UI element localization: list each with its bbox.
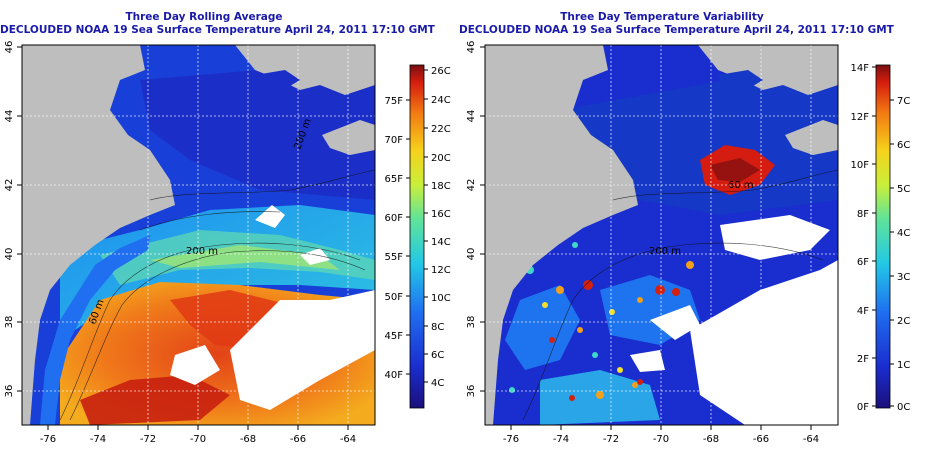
left-cb-f-label: 65F: [385, 174, 404, 185]
left-lon-axis: -76 -74 -72 -70 -68 -66 -64: [40, 425, 356, 445]
left-lat-tick: 46: [4, 41, 15, 54]
right-lat-tick: 40: [466, 248, 477, 261]
right-cb-c-label: 3C: [897, 272, 910, 283]
left-lat-axis: 46 44 42 40 38 36: [4, 41, 22, 398]
left-lon-tick: -72: [140, 434, 156, 445]
right-cb-c-label: 7C: [897, 96, 910, 107]
left-cb-f-label: 55F: [385, 252, 404, 263]
right-cb-f-label: 2F: [857, 354, 869, 365]
left-lat-tick: 44: [4, 110, 15, 123]
right-lat-tick: 38: [466, 316, 477, 329]
left-cb-c-label: 26C: [431, 66, 451, 77]
right-cb-c-label: 2C: [897, 316, 910, 327]
left-map-title: Three Day Rolling Average DECLOUDED NOAA…: [0, 11, 435, 37]
left-lon-tick: -70: [190, 434, 206, 445]
right-map: 200 m 60 m: [485, 45, 838, 425]
right-cb-f-label: 10F: [851, 160, 870, 171]
right-lon-tick: -64: [803, 434, 819, 445]
left-cb-c-label: 12C: [431, 265, 451, 276]
right-cb-c-label: 6C: [897, 140, 910, 151]
left-cb-f-label: 40F: [385, 370, 404, 381]
left-cb-c-label: 20C: [431, 153, 451, 164]
left-lon-tick: -74: [90, 434, 106, 445]
right-cb-c-label: 4C: [897, 228, 910, 239]
left-lon-tick: -64: [340, 434, 356, 445]
right-title-line2: DECLOUDED NOAA 19 Sea Surface Temperatur…: [459, 24, 894, 36]
right-map-title: Three Day Temperature Variability DECLOU…: [459, 11, 894, 37]
left-cb-c-label: 4C: [431, 378, 444, 389]
left-cb-c-label: 10C: [431, 293, 451, 304]
left-cb-f-label: 75F: [385, 96, 404, 107]
right-contour-label-2: 60 m: [728, 180, 754, 191]
left-cb-c-label: 16C: [431, 209, 451, 220]
right-lon-tick: -68: [703, 434, 719, 445]
right-lon-tick: -72: [603, 434, 619, 445]
left-lon-tick: -68: [240, 434, 256, 445]
right-title-line1: Three Day Temperature Variability: [560, 11, 764, 23]
left-cb-c-label: 8C: [431, 322, 444, 333]
left-lat-tick: 38: [4, 316, 15, 329]
left-lat-tick: 36: [4, 385, 15, 398]
right-lat-tick: 42: [466, 179, 477, 192]
right-cb-f-label: 14F: [851, 63, 870, 74]
left-cb-f-label: 45F: [385, 331, 404, 342]
right-lon-tick: -66: [753, 434, 769, 445]
right-cb-c-label: 0C: [897, 402, 910, 413]
right-lon-tick: -76: [503, 434, 519, 445]
left-lat-tick: 40: [4, 248, 15, 261]
left-cb-c-label: 6C: [431, 350, 444, 361]
right-lon-axis: -76 -74 -72 -70 -68 -66 -64: [503, 425, 819, 445]
right-cb-f-label: 0F: [857, 402, 869, 413]
right-cb-c-label: 5C: [897, 184, 910, 195]
right-lat-tick: 46: [466, 41, 477, 54]
right-cb-c-label: 1C: [897, 360, 910, 371]
right-colorbar: 14F 12F 10F 8F 6F 4F 2F 0F 7C 6C 5C 4C 3…: [851, 63, 911, 413]
right-lon-tick: -74: [553, 434, 569, 445]
left-map: 200 m 60 m 200 m: [22, 45, 375, 425]
right-lon-tick: -70: [653, 434, 669, 445]
right-cb-f-label: 6F: [857, 257, 869, 268]
left-cb-c-label: 22C: [431, 124, 451, 135]
left-title-line2: DECLOUDED NOAA 19 Sea Surface Temperatur…: [0, 24, 435, 36]
left-title-line1: Three Day Rolling Average: [125, 11, 283, 23]
right-cb-f-label: 12F: [851, 112, 870, 123]
left-colorbar: 26C 24C 22C 20C 18C 16C 14C 12C 10C 8C 6…: [385, 64, 451, 409]
left-lon-tick: -76: [40, 434, 56, 445]
left-cb-f-label: 70F: [385, 135, 404, 146]
left-cb-f-label: 60F: [385, 213, 404, 224]
right-cb-f-label: 4F: [857, 306, 869, 317]
right-lat-tick: 36: [466, 385, 477, 398]
left-lon-tick: -66: [290, 434, 306, 445]
right-lat-tick: 44: [466, 110, 477, 123]
left-cb-f-label: 50F: [385, 292, 404, 303]
left-lat-tick: 42: [4, 179, 15, 192]
right-lat-axis: 46 44 42 40 38 36: [466, 41, 485, 398]
left-contour-label-1: 200 m: [186, 246, 218, 257]
left-cb-c-label: 24C: [431, 95, 451, 106]
left-cb-c-label: 14C: [431, 237, 451, 248]
right-cb-f-label: 8F: [857, 209, 869, 220]
left-cb-c-label: 18C: [431, 181, 451, 192]
right-contour-label-1: 200 m: [649, 246, 681, 257]
